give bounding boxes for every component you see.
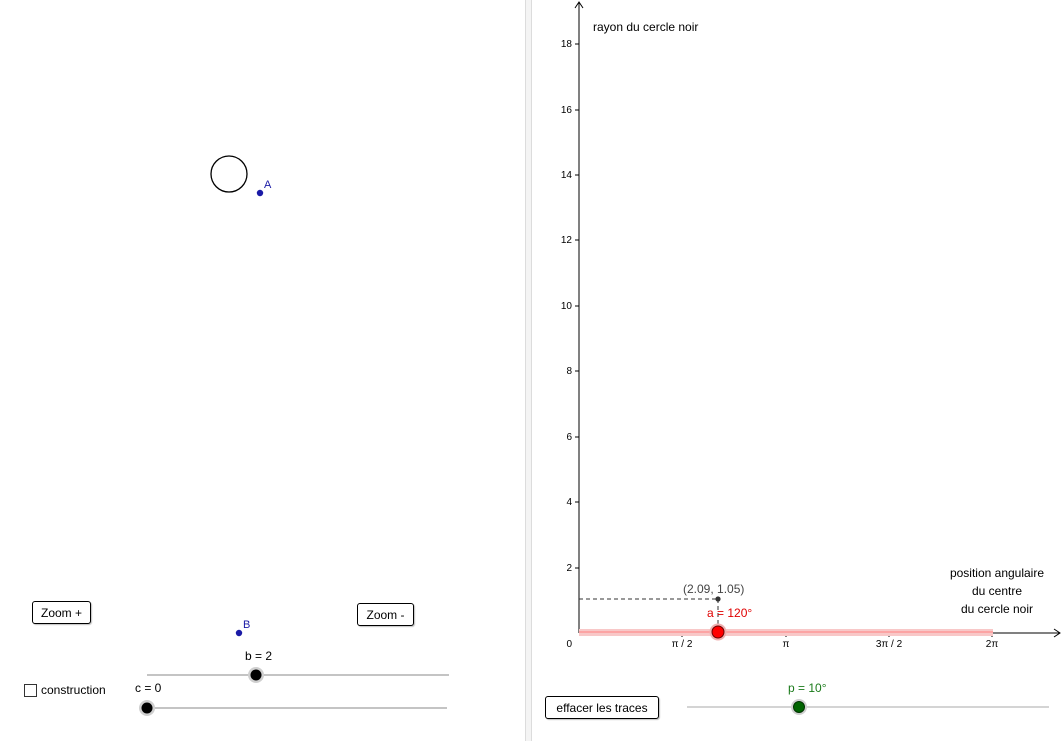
y-tick-label-14: 14 bbox=[561, 170, 573, 181]
view-divider[interactable] bbox=[525, 0, 532, 741]
y-tick-label-18: 18 bbox=[561, 39, 573, 50]
clear-traces-button[interactable]: effacer les traces bbox=[545, 696, 659, 719]
x-axis-title-line-3: du cercle noir bbox=[961, 602, 1033, 616]
slider-a-label: a = 120° bbox=[707, 606, 752, 620]
point-a[interactable] bbox=[256, 189, 264, 197]
graph-point[interactable] bbox=[715, 596, 721, 602]
y-tick-label-2: 2 bbox=[566, 563, 572, 574]
point-b[interactable] bbox=[235, 629, 243, 637]
graph-point-label: (2.09, 1.05) bbox=[683, 582, 744, 596]
x-axis-arrow-icon bbox=[1053, 628, 1061, 638]
x-tick-label-pi: π bbox=[783, 639, 790, 650]
origin-label: 0 bbox=[566, 639, 572, 650]
point-a-label: A bbox=[264, 179, 272, 191]
black-circle[interactable] bbox=[210, 155, 248, 193]
y-tick-label-16: 16 bbox=[561, 105, 573, 116]
slider-p-knob[interactable] bbox=[793, 701, 805, 713]
zoom-in-button[interactable]: Zoom + bbox=[32, 601, 91, 624]
slider-a-knob[interactable] bbox=[711, 625, 725, 639]
y-tick-label-10: 10 bbox=[561, 301, 573, 312]
y-ticks bbox=[575, 43, 579, 569]
point-b-label: B bbox=[243, 619, 250, 631]
x-tick-label-2pi: 2π bbox=[986, 639, 999, 650]
construction-checkbox[interactable] bbox=[24, 684, 37, 697]
zoom-out-button[interactable]: Zoom - bbox=[357, 603, 414, 626]
x-tick-label-pi-half: π / 2 bbox=[672, 639, 693, 650]
slider-p-label: p = 10° bbox=[788, 681, 827, 695]
y-axis-title: rayon du cercle noir bbox=[593, 20, 698, 34]
x-axis-title-line-1: position angulaire bbox=[950, 566, 1044, 580]
slider-c-knob[interactable] bbox=[141, 702, 153, 714]
right-graphics-view[interactable]: 2 4 6 8 10 12 14 16 18 π / 2 π 3π / 2 2π… bbox=[532, 0, 1062, 741]
y-tick-label-4: 4 bbox=[566, 497, 572, 508]
left-graphics-view[interactable]: A B b = 2 c = 0 bbox=[0, 0, 525, 741]
y-tick-label-8: 8 bbox=[566, 366, 572, 377]
y-tick-label-6: 6 bbox=[566, 432, 572, 443]
y-axis-arrow-icon bbox=[574, 1, 584, 9]
y-tick-label-12: 12 bbox=[561, 235, 573, 246]
construction-checkbox-label: construction bbox=[41, 683, 106, 697]
slider-c-label: c = 0 bbox=[135, 681, 162, 695]
x-axis-title-line-2: du centre bbox=[972, 584, 1022, 598]
x-tick-label-3pi-half: 3π / 2 bbox=[876, 639, 903, 650]
slider-b-label: b = 2 bbox=[245, 649, 272, 663]
slider-b-knob[interactable] bbox=[250, 669, 262, 681]
